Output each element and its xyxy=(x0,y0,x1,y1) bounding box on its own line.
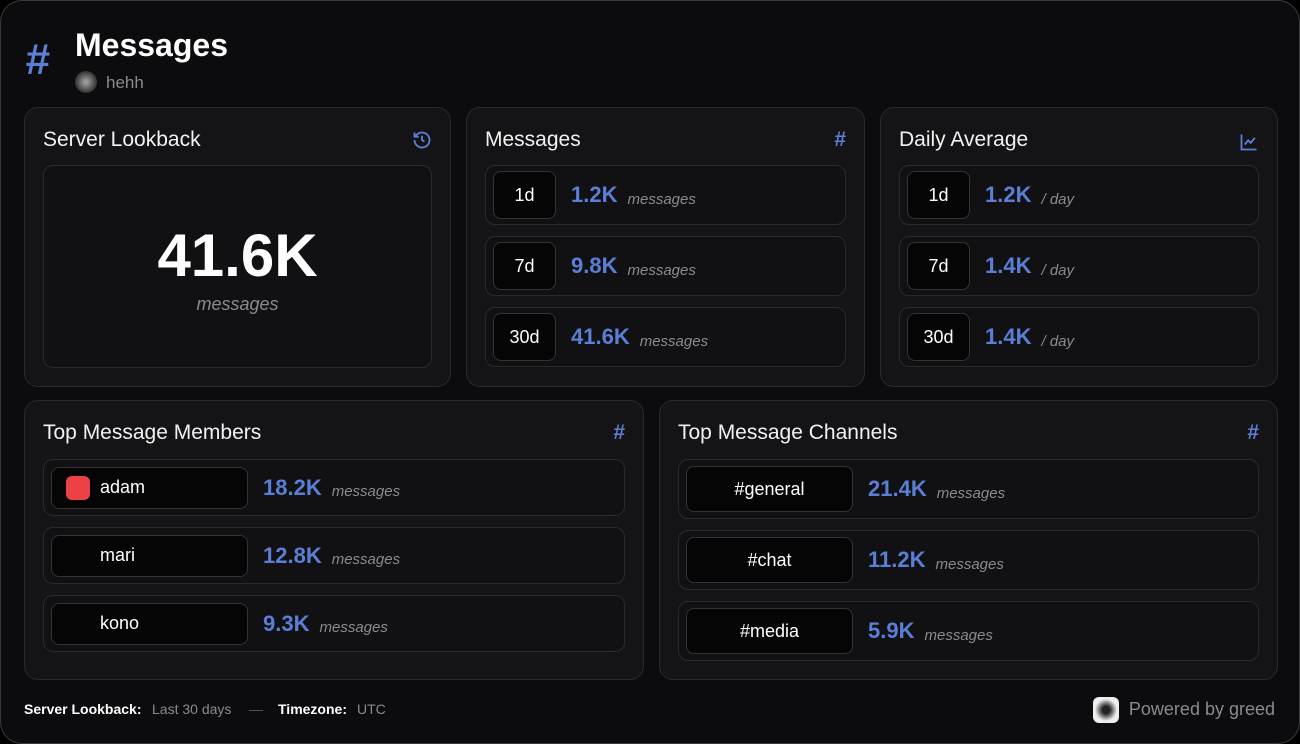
lookback-card: Server Lookback 41.6K messages xyxy=(24,107,451,387)
stat-unit: / day xyxy=(1041,332,1075,350)
period-pill: 30d xyxy=(907,313,970,361)
stat-value: 1.4K xyxy=(985,324,1032,349)
card-title: Server Lookback xyxy=(43,128,201,151)
header-icon: # xyxy=(25,35,50,84)
stat-row: 30d 41.6K messages xyxy=(485,307,846,367)
footer-value: Last 30 days xyxy=(152,701,232,717)
stat-row: #general 21.4K messages xyxy=(678,459,1259,519)
member-avatar xyxy=(66,612,90,636)
footer-label: Timezone: xyxy=(278,701,347,717)
stat-unit: messages xyxy=(627,261,696,279)
stat-value: 9.3K xyxy=(263,610,310,636)
history-icon xyxy=(413,131,431,149)
chart-icon xyxy=(1240,134,1257,151)
page-title: Messages xyxy=(75,27,228,63)
stat-value: 5.9K xyxy=(868,618,915,643)
stat-row: adam 18.2K messages xyxy=(43,459,625,516)
stat-unit: / day xyxy=(1041,261,1075,279)
bot-avatar xyxy=(1093,697,1119,723)
stat-value: 1.4K xyxy=(985,253,1032,278)
card-icon: # xyxy=(613,421,625,444)
period-pill: 7d xyxy=(493,242,556,290)
member-avatar xyxy=(66,475,90,500)
stat-unit: messages xyxy=(319,619,388,636)
member-avatar xyxy=(66,544,90,568)
card-icon: # xyxy=(1247,421,1259,444)
card-icon: # xyxy=(834,128,846,151)
stat-value: 41.6K xyxy=(571,324,630,349)
member-pill: adam xyxy=(51,466,248,509)
card-title: Top Message Channels xyxy=(678,421,898,444)
lookback-unit: messages xyxy=(196,294,279,314)
stat-value: 18.2K xyxy=(263,474,322,500)
stat-unit: messages xyxy=(935,555,1004,573)
member-name: kono xyxy=(100,613,140,633)
channels-card: Top Message Channels # #general 21.4K mess… xyxy=(659,400,1278,680)
stat-row: kono 9.3K messages xyxy=(43,595,625,652)
daily-card: Daily Average 1d 1.2K / day 7d 1.4K / day 30d 1… xyxy=(880,107,1278,387)
stat-unit: messages xyxy=(924,626,993,644)
card-title: Messages xyxy=(485,128,581,151)
footer-separator: — xyxy=(249,701,263,717)
stat-row: #media 5.9K messages xyxy=(678,601,1259,661)
card-title: Top Message Members xyxy=(43,421,262,444)
card-title: Daily Average xyxy=(899,128,1029,151)
period-pill: 30d xyxy=(493,313,556,361)
stat-unit: messages xyxy=(331,483,401,500)
stat-row: 30d 1.4K / day xyxy=(899,307,1259,367)
stat-value: 11.2K xyxy=(868,547,926,572)
server-name: hehh xyxy=(106,73,144,92)
footer-value: UTC xyxy=(357,701,386,717)
stat-row: 1d 1.2K / day xyxy=(899,165,1259,225)
stat-value: 1.2K xyxy=(571,182,618,207)
stat-row: #chat 11.2K messages xyxy=(678,530,1259,590)
member-pill: mari xyxy=(51,534,248,577)
lookback-box: 41.6K messages xyxy=(43,165,432,368)
stat-unit: messages xyxy=(936,484,1006,502)
member-pill: kono xyxy=(51,602,248,645)
channel-pill: #chat xyxy=(686,537,853,583)
period-pill: 1d xyxy=(493,171,556,219)
members-card: Top Message Members # adam 18.2K messages m… xyxy=(24,400,644,680)
stat-row: mari 12.8K messages xyxy=(43,527,625,584)
member-name: adam xyxy=(100,477,146,497)
member-name: mari xyxy=(100,545,135,565)
stat-unit: / day xyxy=(1041,190,1075,208)
stat-value: 12.8K xyxy=(263,542,322,568)
stat-row: 7d 1.4K / day xyxy=(899,236,1259,296)
messages-card: Messages # 1d 1.2K messages 7d 9.8K messages 3… xyxy=(466,107,865,387)
channel-pill: #general xyxy=(686,466,853,512)
lookback-value: 41.6K xyxy=(157,222,318,289)
stat-value: 9.8K xyxy=(571,253,618,278)
server-avatar xyxy=(75,71,97,93)
channel-pill: #media xyxy=(686,608,853,654)
stat-value: 21.4K xyxy=(868,476,927,501)
powered-by: Powered by greed xyxy=(1128,699,1275,719)
stat-value: 1.2K xyxy=(985,182,1032,207)
stat-unit: messages xyxy=(639,332,709,350)
stat-unit: messages xyxy=(627,190,696,208)
period-pill: 7d xyxy=(907,242,970,290)
footer-label: Server Lookback: xyxy=(24,701,142,717)
stat-row: 7d 9.8K messages xyxy=(485,236,846,296)
stat-row: 1d 1.2K messages xyxy=(485,165,846,225)
period-pill: 1d xyxy=(907,171,970,219)
stat-unit: messages xyxy=(331,551,401,568)
